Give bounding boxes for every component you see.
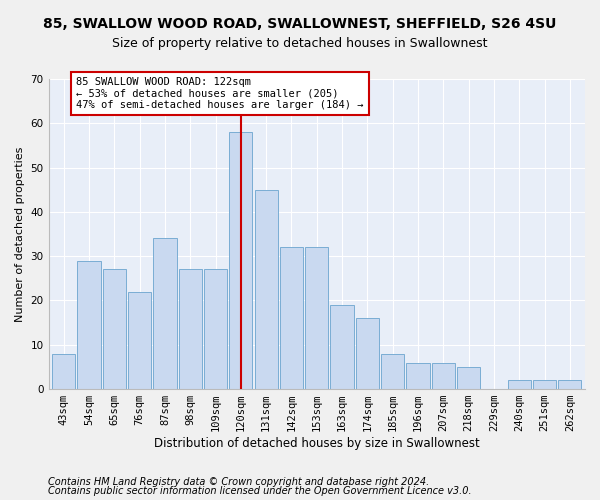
Bar [406,362,430,389]
Bar [128,292,151,389]
Bar [356,318,379,389]
X-axis label: Distribution of detached houses by size in Swallownest: Distribution of detached houses by size … [154,437,479,450]
Bar [179,270,202,389]
Text: Contains public sector information licensed under the Open Government Licence v3: Contains public sector information licen… [48,486,472,496]
Bar [77,260,101,389]
Bar [331,305,354,389]
Text: Contains HM Land Registry data © Crown copyright and database right 2024.: Contains HM Land Registry data © Crown c… [48,477,429,487]
Bar [508,380,531,389]
Bar [154,238,176,389]
Bar [457,367,480,389]
Text: 85, SWALLOW WOOD ROAD, SWALLOWNEST, SHEFFIELD, S26 4SU: 85, SWALLOW WOOD ROAD, SWALLOWNEST, SHEF… [43,18,557,32]
Text: Size of property relative to detached houses in Swallownest: Size of property relative to detached ho… [112,38,488,51]
Bar [204,270,227,389]
Bar [305,248,328,389]
Y-axis label: Number of detached properties: Number of detached properties [15,146,25,322]
Bar [381,354,404,389]
Text: 85 SWALLOW WOOD ROAD: 122sqm
← 53% of detached houses are smaller (205)
47% of s: 85 SWALLOW WOOD ROAD: 122sqm ← 53% of de… [76,77,364,110]
Bar [103,270,126,389]
Bar [558,380,581,389]
Bar [431,362,455,389]
Bar [280,248,303,389]
Bar [254,190,278,389]
Bar [533,380,556,389]
Bar [52,354,76,389]
Bar [229,132,253,389]
